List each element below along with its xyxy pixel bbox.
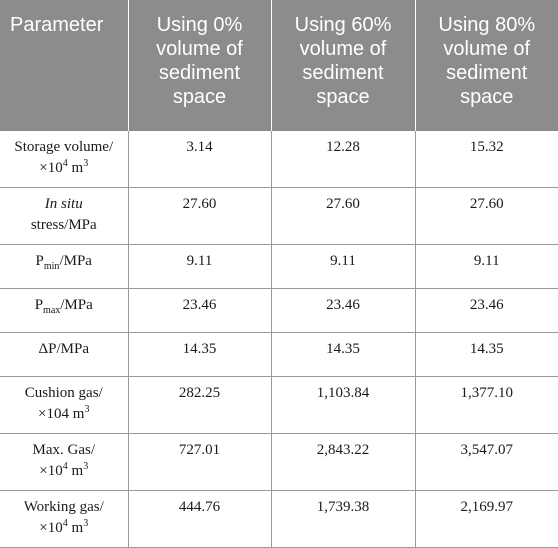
cell-0pct: 727.01 (128, 433, 272, 491)
cell-60pct: 23.46 (271, 288, 416, 333)
table-row: Storage volume/×104 m3 3.14 12.28 15.32 (0, 131, 558, 188)
cell-0pct: 14.35 (128, 332, 272, 377)
cell-0pct: 444.76 (128, 490, 272, 548)
header-parameter: Parameter (0, 0, 129, 131)
cell-80pct: 9.11 (415, 244, 558, 289)
cell-80pct: 23.46 (415, 288, 558, 333)
header-col-60pct: Using 60% volume of sediment space (271, 0, 416, 131)
cell-0pct: 23.46 (128, 288, 272, 333)
cell-80pct: 14.35 (415, 332, 558, 377)
cell-60pct: 2,843.22 (271, 433, 416, 491)
table-row: Max. Gas/×104 m3 727.01 2,843.22 3,547.0… (0, 433, 558, 491)
row-label: In situ stress/MPa (0, 187, 129, 245)
table-row: Pmin/MPa 9.11 9.11 9.11 (0, 244, 558, 289)
cell-60pct: 9.11 (271, 244, 416, 289)
cell-0pct: 282.25 (128, 376, 272, 434)
header-row: Parameter Using 0% volume of sediment sp… (0, 0, 558, 131)
cell-60pct: 1,103.84 (271, 376, 416, 434)
cell-80pct: 1,377.10 (415, 376, 558, 434)
row-label: ΔP/MPa (0, 332, 129, 377)
row-label: Max. Gas/×104 m3 (0, 433, 129, 491)
table-row: Cushion gas/×104 m3 282.25 1,103.84 1,37… (0, 376, 558, 434)
table-row: Working gas/×104 m3 444.76 1,739.38 2,16… (0, 490, 558, 548)
row-label: Pmax/MPa (0, 288, 129, 333)
cell-0pct: 9.11 (128, 244, 272, 289)
header-col-80pct: Using 80% volume of sediment space (415, 0, 558, 131)
row-label: Pmin/MPa (0, 244, 129, 289)
row-label: Storage volume/×104 m3 (0, 131, 129, 188)
table-row: In situ stress/MPa 27.60 27.60 27.60 (0, 187, 558, 245)
cell-60pct: 14.35 (271, 332, 416, 377)
cell-60pct: 12.28 (271, 131, 416, 188)
cell-80pct: 2,169.97 (415, 490, 558, 548)
row-label: Cushion gas/×104 m3 (0, 376, 129, 434)
cell-0pct: 3.14 (128, 131, 272, 188)
table-row: Pmax/MPa 23.46 23.46 23.46 (0, 288, 558, 333)
row-label: Working gas/×104 m3 (0, 490, 129, 548)
cell-80pct: 15.32 (415, 131, 558, 188)
cell-60pct: 1,739.38 (271, 490, 416, 548)
table-row: ΔP/MPa 14.35 14.35 14.35 (0, 332, 558, 377)
cell-60pct: 27.60 (271, 187, 416, 245)
cell-80pct: 3,547.07 (415, 433, 558, 491)
cell-0pct: 27.60 (128, 187, 272, 245)
header-col-0pct: Using 0% volume of sediment space (128, 0, 272, 131)
cell-80pct: 27.60 (415, 187, 558, 245)
